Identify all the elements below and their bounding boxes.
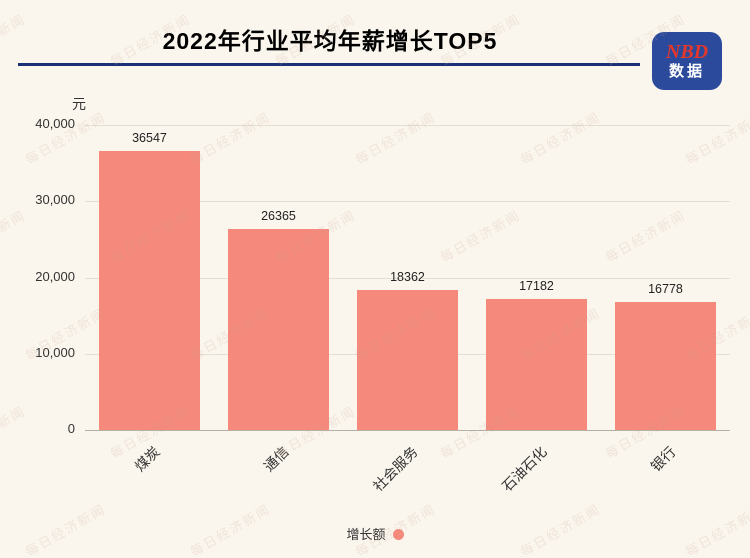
- gridline: [85, 277, 730, 279]
- y-tick-label: 10,000: [35, 344, 75, 360]
- watermark-text: 每日经济新闻: [0, 207, 29, 266]
- nbd-logo-text: NBD: [665, 41, 709, 63]
- bar: [357, 290, 458, 430]
- y-axis-unit-label: 元: [72, 96, 86, 112]
- bar: [99, 151, 200, 430]
- y-tick-label: 40,000: [35, 116, 75, 131]
- nbd-logo-subtext: 数据: [668, 63, 705, 80]
- bar-value-label: 18362: [390, 269, 425, 284]
- y-tick-label: 20,000: [35, 268, 75, 284]
- x-tick-label: 通信: [260, 443, 292, 475]
- x-axis-line: [85, 430, 730, 431]
- bar-value-label: 26365: [261, 208, 296, 223]
- legend: 增长额: [0, 524, 750, 543]
- bar-chart-plot-area: 0 10,000 20,000 30,000 40,000 36547 煤炭 26365 通信 1…: [35, 116, 730, 494]
- bar: [228, 228, 329, 430]
- gridline: [85, 201, 730, 203]
- x-tick-label: 社会服务: [369, 443, 421, 495]
- bar: [486, 299, 587, 430]
- bar-value-label: 17182: [519, 278, 554, 293]
- y-tick-label: 30,000: [35, 192, 75, 208]
- title-divider: [18, 63, 640, 66]
- bar-value-label: 36547: [132, 131, 167, 146]
- bar-value-label: 16778: [648, 282, 683, 297]
- y-tick-label: 0: [67, 421, 75, 436]
- x-tick-label: 石油石化: [498, 443, 550, 495]
- x-tick-label: 银行: [647, 443, 679, 475]
- page-title: 2022年行业平均年薪增长TOP5: [162, 28, 498, 54]
- nbd-logo: NBD 数据: [652, 32, 722, 90]
- legend-marker-dot: [392, 529, 404, 540]
- bar: [615, 302, 716, 430]
- x-tick-label: 煤炭: [131, 443, 163, 475]
- legend-label: 增长额: [346, 527, 386, 542]
- gridline: [85, 125, 730, 126]
